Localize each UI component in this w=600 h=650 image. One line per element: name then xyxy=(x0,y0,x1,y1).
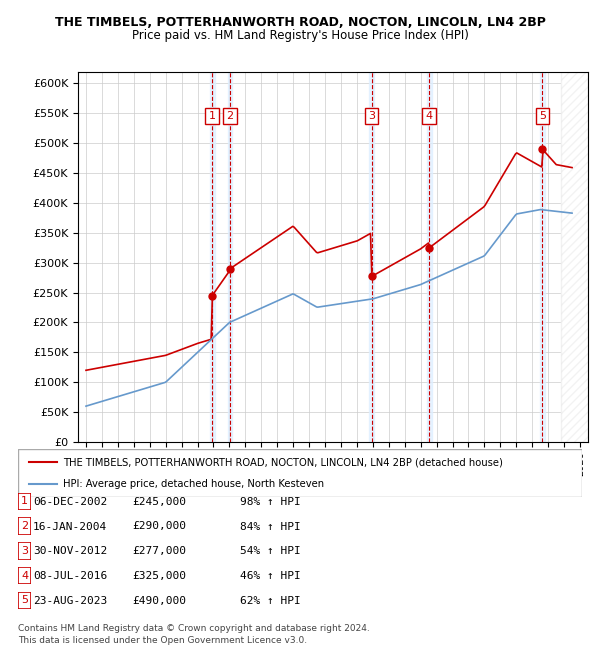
FancyBboxPatch shape xyxy=(18,448,582,497)
Text: £277,000: £277,000 xyxy=(132,546,186,556)
Text: 46% ↑ HPI: 46% ↑ HPI xyxy=(240,571,301,581)
Bar xyxy=(540,72,545,442)
Text: 08-JUL-2016: 08-JUL-2016 xyxy=(33,571,107,581)
Text: 4: 4 xyxy=(21,571,28,580)
Text: £490,000: £490,000 xyxy=(132,595,186,606)
Text: 16-JAN-2004: 16-JAN-2004 xyxy=(33,521,107,532)
Text: 1: 1 xyxy=(209,111,215,121)
Text: 54% ↑ HPI: 54% ↑ HPI xyxy=(240,546,301,556)
Text: 3: 3 xyxy=(368,111,375,121)
FancyBboxPatch shape xyxy=(18,542,31,560)
Text: 98% ↑ HPI: 98% ↑ HPI xyxy=(240,497,301,507)
Bar xyxy=(561,72,588,442)
Text: 2: 2 xyxy=(226,111,233,121)
FancyBboxPatch shape xyxy=(18,493,31,510)
FancyBboxPatch shape xyxy=(18,517,31,535)
Bar xyxy=(227,72,232,442)
Text: £245,000: £245,000 xyxy=(132,497,186,507)
Text: 5: 5 xyxy=(21,595,28,605)
Bar xyxy=(210,72,215,442)
Text: £290,000: £290,000 xyxy=(132,521,186,532)
Text: THE TIMBELS, POTTERHANWORTH ROAD, NOCTON, LINCOLN, LN4 2BP (detached house): THE TIMBELS, POTTERHANWORTH ROAD, NOCTON… xyxy=(63,457,503,467)
Text: 30-NOV-2012: 30-NOV-2012 xyxy=(33,546,107,556)
Text: THE TIMBELS, POTTERHANWORTH ROAD, NOCTON, LINCOLN, LN4 2BP: THE TIMBELS, POTTERHANWORTH ROAD, NOCTON… xyxy=(55,16,545,29)
FancyBboxPatch shape xyxy=(18,567,31,584)
Text: 2: 2 xyxy=(21,521,28,531)
Text: This data is licensed under the Open Government Licence v3.0.: This data is licensed under the Open Gov… xyxy=(18,636,307,645)
Text: 23-AUG-2023: 23-AUG-2023 xyxy=(33,595,107,606)
Text: £325,000: £325,000 xyxy=(132,571,186,581)
Text: Price paid vs. HM Land Registry's House Price Index (HPI): Price paid vs. HM Land Registry's House … xyxy=(131,29,469,42)
FancyBboxPatch shape xyxy=(18,592,31,609)
Text: 84% ↑ HPI: 84% ↑ HPI xyxy=(240,521,301,532)
Bar xyxy=(561,72,588,442)
Text: 1: 1 xyxy=(21,497,28,506)
Text: HPI: Average price, detached house, North Kesteven: HPI: Average price, detached house, Nort… xyxy=(63,478,324,489)
Bar xyxy=(369,72,374,442)
Text: 5: 5 xyxy=(539,111,546,121)
Bar xyxy=(427,72,431,442)
Text: 3: 3 xyxy=(21,546,28,556)
Text: 06-DEC-2002: 06-DEC-2002 xyxy=(33,497,107,507)
Text: 62% ↑ HPI: 62% ↑ HPI xyxy=(240,595,301,606)
Text: Contains HM Land Registry data © Crown copyright and database right 2024.: Contains HM Land Registry data © Crown c… xyxy=(18,624,370,633)
Text: 4: 4 xyxy=(426,111,433,121)
